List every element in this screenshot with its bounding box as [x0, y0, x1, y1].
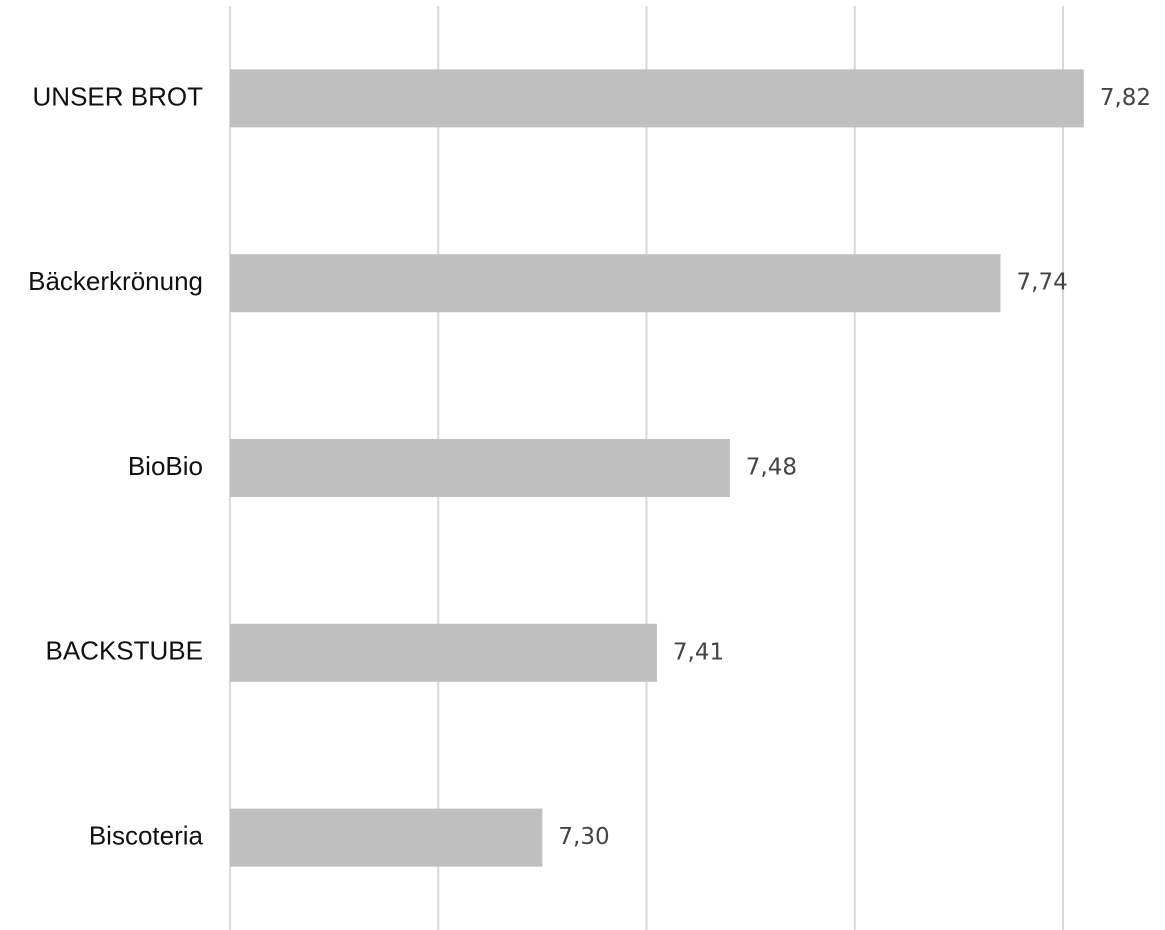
bar	[230, 439, 730, 497]
category-label: UNSER BROT	[33, 81, 204, 111]
value-label: 7,74	[1017, 270, 1068, 296]
bar	[230, 623, 657, 682]
value-label: 7,41	[673, 639, 724, 665]
value-label: 7,48	[746, 455, 797, 481]
category-label: Biscoteria	[89, 820, 204, 850]
value-label: 7,30	[558, 824, 609, 850]
category-label: BioBio	[128, 451, 203, 481]
value-label: 7,82	[1100, 85, 1151, 111]
bar	[230, 808, 543, 867]
category-labels: UNSER BROT Bäckerkrönung BioBio BACKSTUBE Bi…	[28, 81, 203, 850]
category-label: BACKSTUBE	[46, 636, 204, 666]
bar	[230, 69, 1084, 128]
category-label: Bäckerkrönung	[28, 266, 203, 296]
value-labels: 7,82 7,74 7,48 7,41 7,30	[558, 85, 1151, 850]
bars	[230, 69, 1084, 867]
bar	[230, 254, 1001, 313]
